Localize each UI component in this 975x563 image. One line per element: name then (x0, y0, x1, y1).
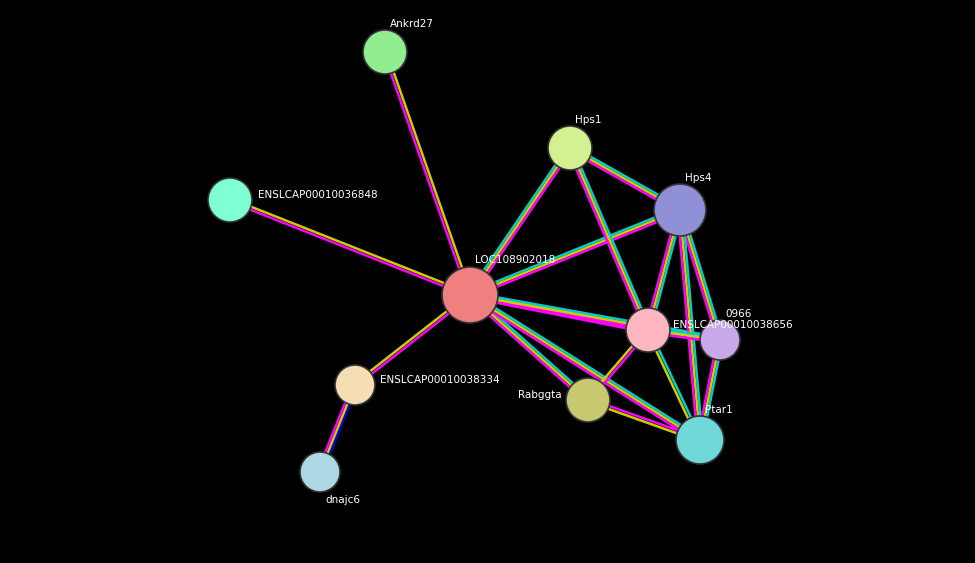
Text: LOC108902018: LOC108902018 (475, 255, 555, 265)
Circle shape (654, 184, 706, 236)
Text: 0966: 0966 (725, 309, 752, 319)
Circle shape (700, 320, 740, 360)
Circle shape (363, 30, 407, 74)
Circle shape (676, 416, 724, 464)
Circle shape (208, 178, 252, 222)
Circle shape (548, 126, 592, 170)
Text: Rabggta: Rabggta (518, 390, 562, 400)
Text: ENSLCAP00010038334: ENSLCAP00010038334 (380, 375, 499, 385)
Circle shape (566, 378, 610, 422)
Text: Ptar1: Ptar1 (705, 405, 733, 415)
Circle shape (626, 308, 670, 352)
Text: dnajc6: dnajc6 (325, 495, 360, 505)
Text: Hps4: Hps4 (685, 173, 712, 183)
Text: ENSLCAP00010036848: ENSLCAP00010036848 (258, 190, 377, 200)
Text: Hps1: Hps1 (575, 115, 602, 125)
Text: ENSLCAP00010038656: ENSLCAP00010038656 (673, 320, 793, 330)
Circle shape (335, 365, 375, 405)
Text: Ankrd27: Ankrd27 (390, 19, 434, 29)
Circle shape (300, 452, 340, 492)
Circle shape (442, 267, 498, 323)
